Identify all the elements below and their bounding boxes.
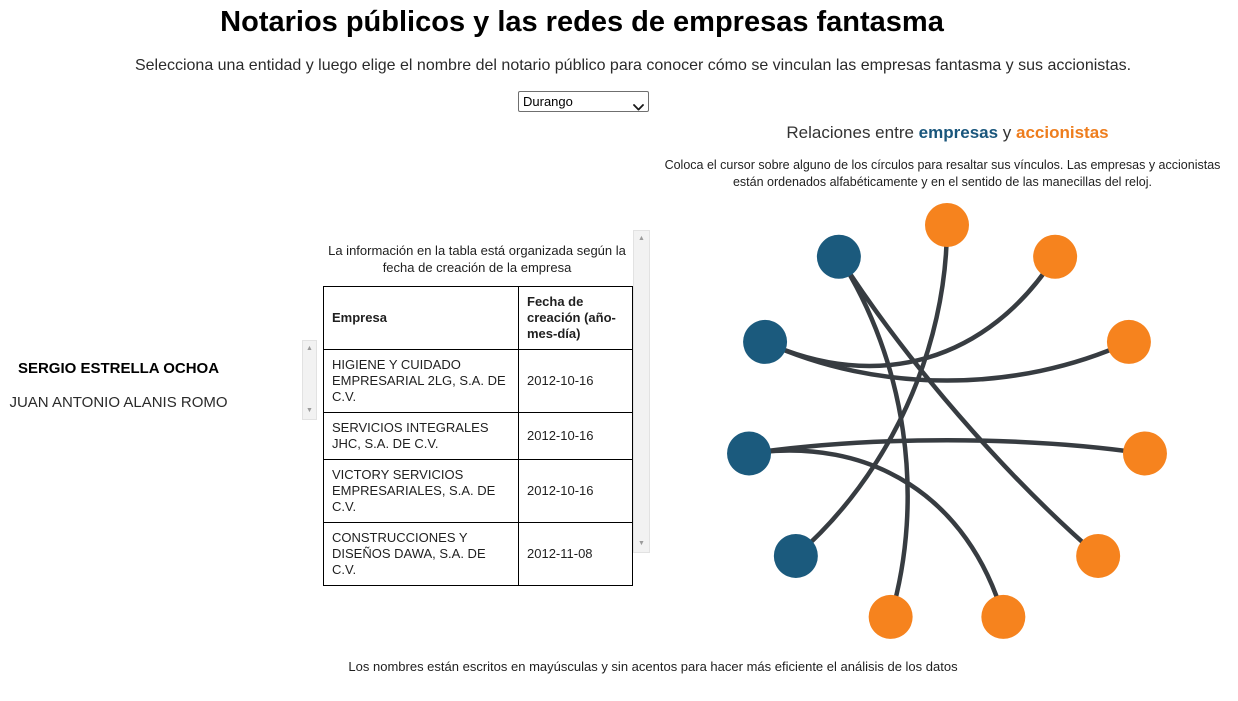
accionista-node[interactable] [925, 203, 969, 247]
table-caption: La información en la tabla está organiza… [328, 243, 626, 275]
scroll-up-icon[interactable]: ▲ [638, 235, 645, 242]
fecha-cell: 2012-11-08 [518, 522, 633, 586]
empresa-node[interactable] [743, 319, 788, 364]
heading-empresas: empresas [918, 123, 999, 142]
table-row: SERVICIOS INTEGRALES JHC, S.A. DE C.V. 20… [323, 412, 633, 460]
accionista-node[interactable] [1106, 319, 1151, 364]
page-subtitle: Selecciona una entidad y luego elige el … [134, 57, 1132, 74]
table-row: CONSTRUCCIONES Y DISEÑOS DAWA, S.A. DE C… [323, 522, 633, 586]
network-heading: Relaciones entre empresas y accionistas [655, 123, 1238, 143]
entity-select[interactable]: Durango [518, 91, 649, 112]
empresa-cell: SERVICIOS INTEGRALES JHC, S.A. DE C.V. [323, 412, 519, 460]
accionista-node[interactable] [868, 594, 913, 639]
accionista-node[interactable] [1122, 431, 1167, 476]
empresa-cell: CONSTRUCCIONES Y DISEÑOS DAWA, S.A. DE C… [323, 522, 519, 586]
fecha-cell: 2012-10-16 [518, 349, 633, 413]
link-curve [793, 222, 950, 559]
accionista-node[interactable] [981, 594, 1026, 639]
empresa-cell: HIGIENE Y CUIDADO EMPRESARIAL 2LG, S.A. … [323, 349, 519, 413]
scroll-down-icon[interactable]: ▼ [306, 407, 313, 414]
link-curve [746, 448, 1006, 620]
table-header-row: Empresa Fecha de creación (año-mes-día) [323, 286, 633, 350]
table-row: HIGIENE Y CUIDADO EMPRESARIAL 2LG, S.A. … [323, 349, 633, 413]
notary-item[interactable]: SERGIO ESTRELLA OCHOA [17, 360, 220, 377]
table-scrollbar[interactable]: ▲ ▼ [633, 230, 650, 553]
empresa-node[interactable] [727, 431, 772, 476]
empresa-node[interactable] [773, 533, 818, 578]
link-curve [836, 254, 1101, 559]
entity-select-wrap: Durango [518, 91, 649, 112]
accionista-node[interactable] [1033, 234, 1078, 279]
page-title: Notarios públicos y las redes de empresa… [220, 6, 944, 38]
link-curve [762, 254, 1058, 369]
link-curve [746, 437, 1148, 456]
notary-list: SERGIO ESTRELLA OCHOA JUAN ANTONIO ALANIS… [0, 338, 318, 424]
accionista-node[interactable] [1076, 533, 1121, 578]
empresa-node[interactable] [816, 234, 861, 279]
column-header: Fecha de creación (año-mes-día) [518, 286, 633, 350]
table-row: VICTORY SERVICIOS EMPRESARIALES, S.A. DE… [323, 459, 633, 523]
fecha-cell: 2012-10-16 [518, 412, 633, 460]
empresa-cell: VICTORY SERVICIOS EMPRESARIALES, S.A. DE… [323, 459, 519, 523]
network-instructions: Coloca el cursor sobre alguno de los cír… [664, 158, 1221, 189]
footnote: Los nombres están escritos en mayúsculas… [348, 659, 958, 674]
link-curve [762, 339, 1132, 383]
scroll-down-icon[interactable]: ▼ [638, 540, 645, 547]
notary-list-scrollbar[interactable]: ▲ ▼ [302, 340, 317, 420]
network-svg [727, 203, 1167, 639]
fecha-cell: 2012-10-16 [518, 459, 633, 523]
heading-conjunction: y [998, 123, 1017, 142]
heading-accionistas: accionistas [1016, 123, 1109, 142]
company-table: Empresa Fecha de creación (año-mes-día) H… [323, 286, 633, 586]
column-header: Empresa [323, 286, 519, 350]
link-curve [836, 254, 910, 620]
scroll-up-icon[interactable]: ▲ [306, 345, 313, 352]
notary-item[interactable]: JUAN ANTONIO ALANIS ROMO [9, 394, 228, 411]
heading-prefix: Relaciones entre [786, 123, 919, 142]
